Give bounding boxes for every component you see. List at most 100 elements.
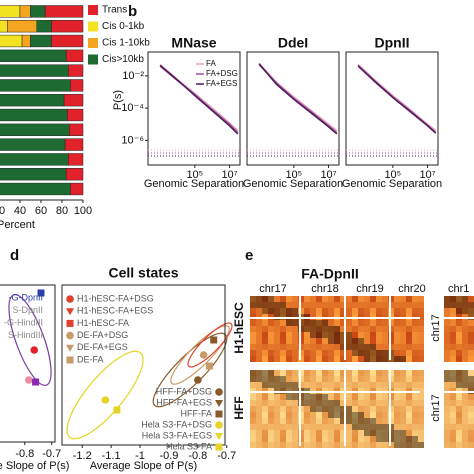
bar-segment <box>0 182 71 196</box>
legend-label: FA+EGS <box>206 79 237 88</box>
heatmap-cell <box>406 296 412 302</box>
heatmap-cell <box>250 412 256 418</box>
bar-segment <box>30 34 52 48</box>
heatmap-cell <box>262 370 268 376</box>
heatmap-cell <box>370 332 376 338</box>
x-tick-label: 10⁷ <box>221 169 237 181</box>
heatmap-cell <box>456 344 462 350</box>
y-tick-label: 10⁻⁶ <box>121 134 144 146</box>
heatmap-cell <box>370 350 376 356</box>
heatmap-cell <box>382 326 388 332</box>
heatmap-cell <box>292 308 298 314</box>
heatmap-cell <box>256 302 262 308</box>
heatmap-cell <box>340 356 346 362</box>
heatmap-cell <box>382 382 388 388</box>
heatmap-cell <box>382 418 388 424</box>
heatmap-cell <box>310 424 316 430</box>
heatmap-cell <box>370 338 376 344</box>
heatmap-cell <box>364 296 370 302</box>
x-tick-label: 40 <box>14 205 26 217</box>
bar-segment <box>36 20 52 33</box>
heatmap-cell <box>352 442 358 448</box>
heatmap-cell <box>328 308 334 314</box>
heatmap-cell <box>358 326 364 332</box>
heatmap-cell <box>310 406 316 412</box>
heatmap-cell <box>400 370 406 376</box>
heatmap-cell <box>364 430 370 436</box>
heatmap-cell <box>456 442 462 448</box>
legend-label: S-HindIII <box>8 330 43 340</box>
heatmap-cell <box>462 356 468 362</box>
heatmap-cell <box>268 302 274 308</box>
heatmap-cell <box>456 406 462 412</box>
heatmap-cell <box>292 382 298 388</box>
heatmap-cell <box>346 400 352 406</box>
heatmap-cell <box>394 344 400 350</box>
heatmap-cell <box>268 394 274 400</box>
heatmap-cell <box>256 296 262 302</box>
heatmap-cell <box>406 320 412 326</box>
x-tick-label: 10⁵ <box>384 169 401 181</box>
legend-label: FA+DSG <box>206 69 238 78</box>
heatmap-cell <box>286 418 292 424</box>
heatmap-cell <box>412 344 418 350</box>
heatmap-cell <box>280 344 286 350</box>
heatmap-cell <box>316 400 322 406</box>
heatmap-cell <box>304 430 310 436</box>
heatmap-cell <box>334 412 340 418</box>
heatmap-cell <box>468 338 474 344</box>
heatmap-cell <box>334 338 340 344</box>
heatmap-cell <box>286 308 292 314</box>
heatmap-cell <box>418 394 424 400</box>
heatmap-cell <box>364 332 370 338</box>
heatmap-cell <box>280 418 286 424</box>
heatmap-cell <box>468 332 474 338</box>
heatmap-cell <box>274 370 280 376</box>
heatmap-cell <box>304 296 310 302</box>
heatmap-cell <box>256 382 262 388</box>
heatmap-cell <box>292 326 298 332</box>
heatmap-cell <box>328 326 334 332</box>
heatmap-cell <box>382 436 388 442</box>
heatmap-cell <box>394 326 400 332</box>
heatmap-cell <box>406 302 412 308</box>
heatmap-cell <box>382 412 388 418</box>
heatmap-cell <box>280 406 286 412</box>
heatmap-cell <box>322 356 328 362</box>
heatmap-cell <box>444 412 450 418</box>
x-tick-label: -1.2 <box>73 450 92 462</box>
heatmap-cell <box>334 344 340 350</box>
heatmap-cell <box>250 406 256 412</box>
heatmap-cell <box>376 412 382 418</box>
heatmap-cell <box>412 356 418 362</box>
bar-segment <box>63 94 84 107</box>
heatmap-cell <box>310 370 316 376</box>
heatmap-cell <box>304 442 310 448</box>
heatmap-cell <box>256 418 262 424</box>
heatmap-cell <box>394 338 400 344</box>
heatmap-cell <box>456 332 462 338</box>
bar-segment <box>68 153 84 166</box>
heatmap-cell <box>382 400 388 406</box>
heatmap-cell <box>340 424 346 430</box>
heatmap-cell <box>418 320 424 326</box>
heatmap-cell <box>444 302 450 308</box>
heatmap-cell <box>352 430 358 436</box>
x-axis-label: Genomic Separation <box>342 178 442 190</box>
heatmap-cell <box>406 400 412 406</box>
heatmap-cell <box>406 370 412 376</box>
heatmap-cell <box>316 320 322 326</box>
heatmap-cell <box>450 430 456 436</box>
x-axis-label: Genomic Separation <box>144 178 244 190</box>
heatmap-cell <box>444 320 450 326</box>
heatmap-cell <box>340 406 346 412</box>
heatmap-cell <box>394 442 400 448</box>
heatmap-cell <box>346 326 352 332</box>
panel-label: d <box>10 247 19 264</box>
heatmap-cell <box>382 442 388 448</box>
heatmap-cell <box>262 302 268 308</box>
heatmap-cell <box>286 296 292 302</box>
heatmap-cell <box>268 406 274 412</box>
heatmap-cell <box>406 326 412 332</box>
heatmap-cell <box>382 350 388 356</box>
